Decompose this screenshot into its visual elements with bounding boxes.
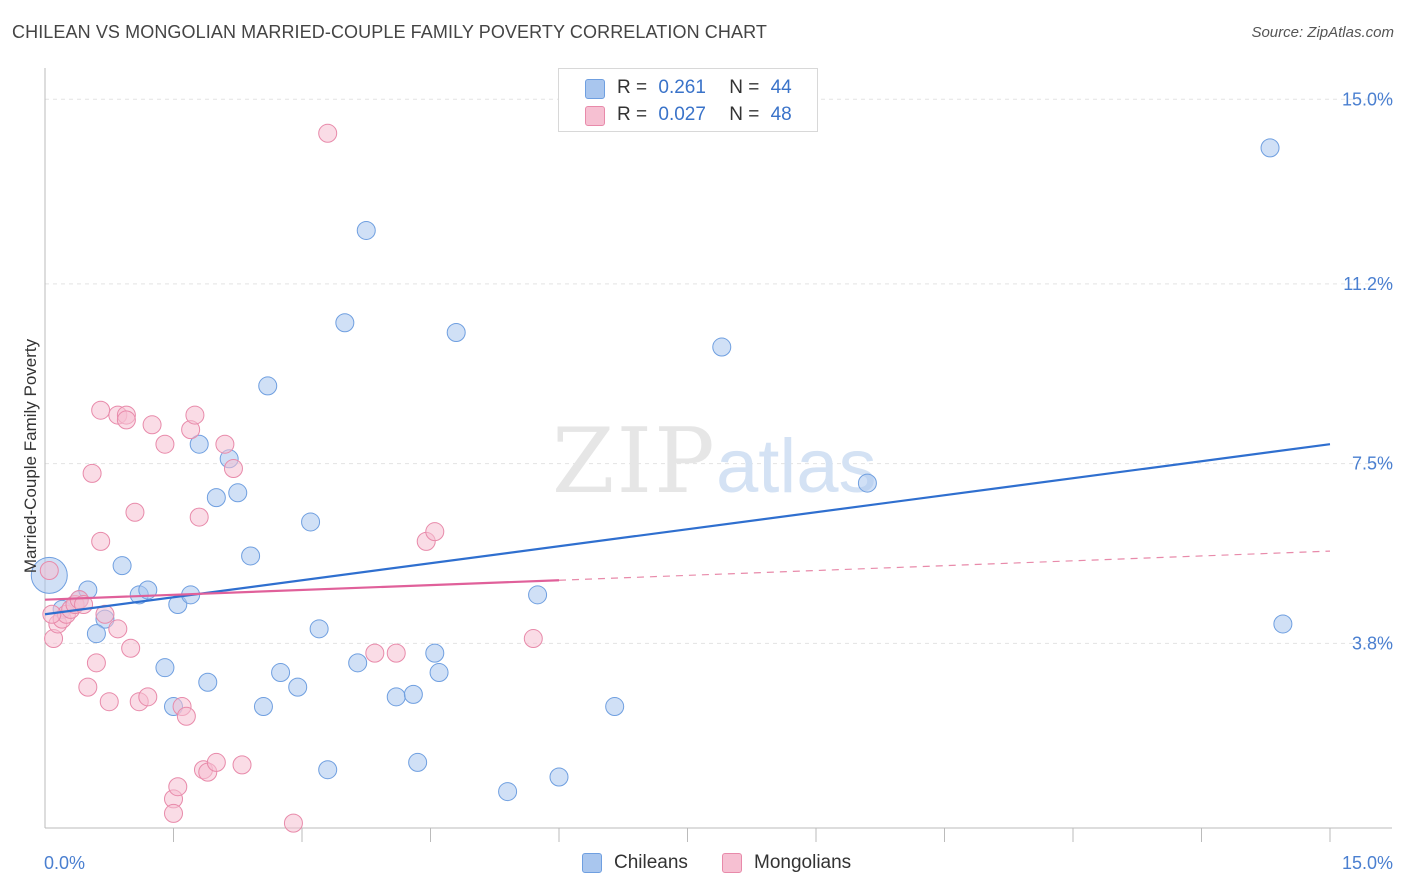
point-chileans (446, 322, 466, 342)
y-axis-label: Married-Couple Family Poverty (21, 338, 40, 573)
point-mongolians (425, 522, 445, 542)
point-mongolians (91, 400, 111, 420)
trend-line-mongolians (44, 579, 560, 601)
y-tick-label: 11.2% (1343, 274, 1393, 294)
point-chileans (253, 697, 273, 717)
point-chileans (408, 752, 428, 772)
tick-labels: 3.8% 7.5% 11.2% 15.0% 0.0% 15.0% (44, 89, 1393, 873)
source-credit: Source: ZipAtlas.com (1251, 24, 1394, 41)
point-chileans (155, 658, 175, 678)
point-chileans (857, 473, 877, 493)
point-mongolians (155, 434, 175, 454)
axes (44, 68, 1392, 842)
point-mongolians (185, 405, 205, 425)
point-mongolians (318, 123, 338, 143)
point-chileans (198, 672, 218, 692)
y-tick-label: 15.0% (1342, 89, 1393, 109)
watermark-atlas: atlas (716, 424, 877, 509)
point-chileans (206, 488, 226, 508)
point-chileans (335, 313, 355, 333)
point-chileans (605, 697, 625, 717)
x-tick-label: 15.0% (1342, 853, 1393, 873)
point-chileans (1273, 614, 1293, 634)
series-swatch-mongolians (722, 853, 742, 873)
legend-r-label: R = (617, 104, 648, 125)
trend-line-extension-mongolians (558, 550, 1331, 581)
point-mongolians (206, 752, 226, 772)
point-chileans (228, 483, 248, 503)
point-chileans (258, 376, 278, 396)
point-mongolians (168, 777, 188, 797)
point-mongolians (176, 706, 196, 726)
point-mongolians (39, 561, 59, 581)
point-mongolians (91, 531, 111, 551)
series-label-chileans: Chileans (614, 852, 688, 873)
point-chileans (528, 585, 548, 605)
point-chileans (288, 677, 308, 697)
point-chileans (241, 546, 261, 566)
point-chileans (138, 580, 158, 600)
legend-r-label: R = (617, 77, 648, 98)
point-chileans (301, 512, 321, 532)
legend-swatch-mongolians (585, 106, 605, 126)
point-mongolians (386, 643, 406, 663)
point-chileans (318, 760, 338, 780)
point-mongolians (121, 638, 141, 658)
point-mongolians (82, 463, 102, 483)
point-mongolians (86, 653, 106, 673)
point-mongolians (523, 629, 543, 649)
watermark-zip: ZIP (552, 409, 717, 514)
series-swatch-chileans (582, 853, 602, 873)
chart-title: CHILEAN VS MONGOLIAN MARRIED-COUPLE FAMI… (12, 22, 767, 42)
watermark: ZIP atlas (552, 409, 877, 514)
point-chileans (386, 687, 406, 707)
point-chileans (403, 684, 423, 704)
point-chileans (425, 643, 445, 663)
legend-n-label: N = (729, 77, 760, 98)
point-mongolians (142, 415, 162, 435)
point-mongolians (99, 692, 119, 712)
point-mongolians (138, 687, 158, 707)
trend-lines (44, 443, 1331, 616)
legend-swatch-chileans (585, 79, 605, 99)
point-mongolians (365, 643, 385, 663)
point-chileans (1260, 138, 1280, 158)
point-chileans (356, 220, 376, 240)
point-mongolians (223, 459, 243, 479)
point-mongolians (189, 507, 209, 527)
point-mongolians (78, 677, 98, 697)
point-mongolians (108, 619, 128, 639)
point-chileans (309, 619, 329, 639)
point-mongolians (164, 803, 183, 823)
point-mongolians (125, 502, 145, 522)
legend-r-value: 0.261 (658, 77, 706, 98)
point-chileans (189, 434, 209, 454)
point-chileans (498, 782, 518, 802)
data-points (30, 123, 1293, 833)
y-tick-label: 3.8% (1352, 633, 1393, 653)
point-chileans (86, 624, 106, 644)
point-chileans (712, 337, 732, 357)
point-chileans (112, 556, 132, 576)
point-mongolians (116, 410, 136, 430)
y-tick-label: 7.5% (1352, 454, 1393, 474)
x-tick-label: 0.0% (44, 853, 85, 873)
point-chileans (348, 653, 368, 673)
legend-n-label: N = (729, 104, 760, 125)
point-chileans (429, 663, 449, 683)
point-mongolians (215, 434, 235, 454)
grid-lines (45, 98, 1392, 644)
series-label-mongolians: Mongolians (754, 852, 852, 873)
point-chileans (549, 767, 569, 787)
point-mongolians (283, 813, 303, 833)
trend-line-chileans (44, 443, 1331, 616)
correlation-legend: R = 0.261 N = 44 R = 0.027 N = 48 (558, 68, 818, 132)
legend-n-value: 44 (770, 77, 792, 98)
legend-n-value: 48 (770, 104, 792, 125)
point-chileans (271, 663, 291, 683)
legend-r-value: 0.027 (658, 104, 706, 125)
point-mongolians (232, 755, 252, 775)
